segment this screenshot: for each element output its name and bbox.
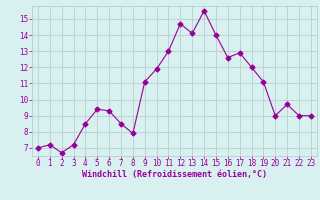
X-axis label: Windchill (Refroidissement éolien,°C): Windchill (Refroidissement éolien,°C) — [82, 170, 267, 179]
